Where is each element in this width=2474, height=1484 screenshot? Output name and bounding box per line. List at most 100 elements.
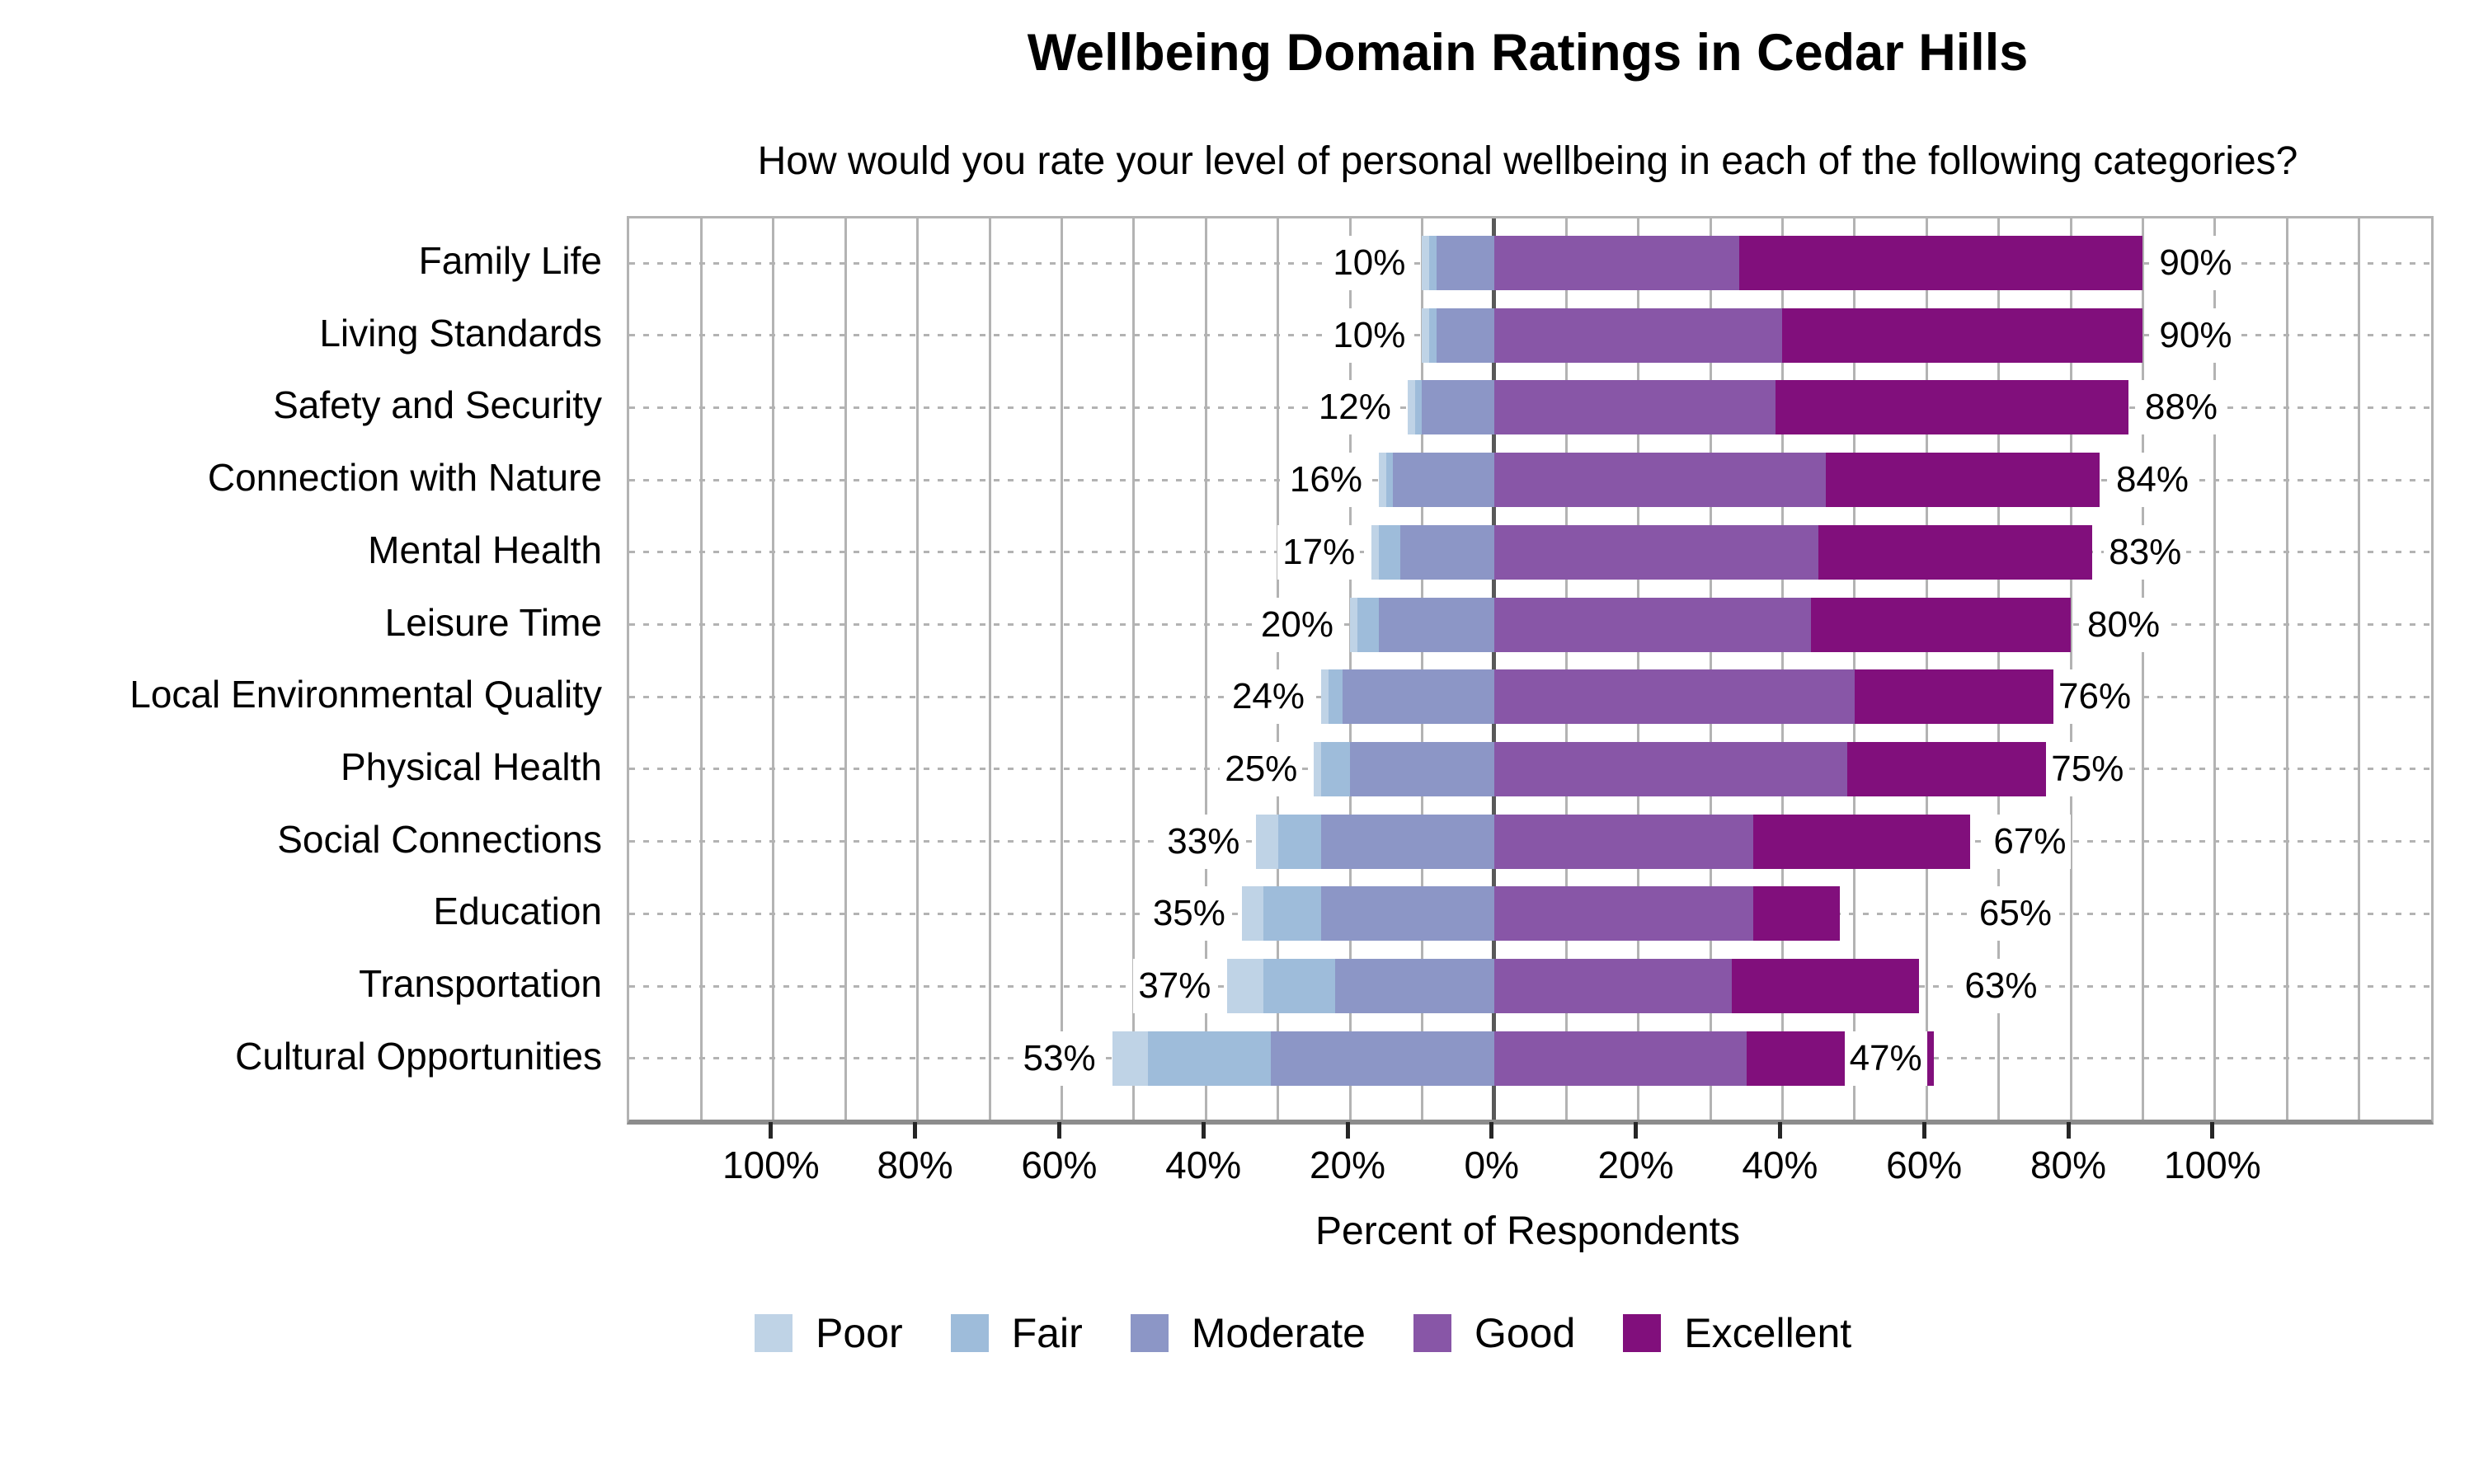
segment-excellent — [1854, 669, 2078, 725]
category-label-physical-health: Physical Health — [340, 744, 602, 788]
legend-item-excellent: Excellent — [1623, 1309, 1851, 1357]
bar-local-environmental-quality — [1321, 669, 2078, 725]
segment-poor — [1314, 741, 1322, 796]
segment-fair — [1414, 380, 1423, 435]
category-label-family-life: Family Life — [418, 239, 602, 282]
left-total-label: 35% — [1147, 886, 1230, 942]
segment-moderate — [1335, 959, 1494, 1013]
legend-item-moderate: Moderate — [1130, 1309, 1366, 1357]
x-tick-mark — [1056, 1122, 1061, 1139]
segment-fair — [1263, 886, 1322, 942]
x-tick-label: 0% — [1464, 1144, 1520, 1186]
legend-swatch-fair — [950, 1314, 989, 1352]
legend-swatch-poor — [755, 1314, 793, 1352]
segment-good — [1493, 597, 1812, 652]
segment-excellent — [1753, 814, 1970, 869]
segment-good — [1493, 886, 1754, 942]
category-label-safety-and-security: Safety and Security — [273, 383, 602, 427]
vertical-gridline — [1637, 218, 1640, 1120]
bar-family-life — [1422, 236, 2143, 290]
x-tick-label: 80% — [2030, 1144, 2107, 1186]
left-total-label: 53% — [1018, 1031, 1101, 1086]
vertical-gridline — [2285, 218, 2288, 1120]
segment-moderate — [1400, 524, 1494, 580]
bar-education — [1241, 886, 1841, 942]
left-total-label: 25% — [1220, 741, 1303, 796]
bar-social-connections — [1256, 814, 1970, 869]
segment-poor — [1378, 453, 1386, 508]
vertical-gridline — [2141, 218, 2144, 1120]
segment-fair — [1148, 1031, 1271, 1086]
vertical-gridline — [2358, 218, 2361, 1120]
segment-fair — [1277, 814, 1322, 869]
x-tick-mark — [913, 1122, 918, 1139]
legend-label-good: Good — [1474, 1310, 1576, 1356]
vertical-gridline — [1853, 218, 1856, 1120]
segment-poor — [1256, 814, 1278, 869]
x-tick-mark — [769, 1122, 774, 1139]
segment-moderate — [1270, 1031, 1494, 1086]
segment-moderate — [1321, 814, 1494, 869]
left-total-label: 10% — [1328, 308, 1411, 363]
vertical-gridline — [699, 218, 703, 1120]
right-total-label: 75% — [2046, 741, 2129, 796]
bar-mental-health — [1371, 524, 2093, 580]
category-label-connection-with-nature: Connection with Nature — [207, 456, 602, 500]
vertical-gridline — [2213, 218, 2217, 1120]
segment-poor — [1422, 236, 1430, 290]
right-total-label: 63% — [1959, 959, 2043, 1013]
zero-gridline — [1492, 218, 1497, 1120]
segment-poor — [1371, 524, 1379, 580]
vertical-gridline — [1564, 218, 1568, 1120]
segment-poor — [1407, 380, 1415, 435]
segment-moderate — [1422, 380, 1494, 435]
vertical-gridline — [916, 218, 920, 1120]
category-label-mental-health: Mental Health — [368, 528, 602, 571]
bar-physical-health — [1314, 741, 2057, 796]
right-total-label: 47% — [1844, 1031, 1927, 1086]
segment-good — [1493, 380, 1776, 435]
x-tick-label: 60% — [1886, 1144, 1963, 1186]
left-total-label: 37% — [1133, 959, 1216, 1013]
x-tick-mark — [2066, 1122, 2071, 1139]
category-label-living-standards: Living Standards — [319, 311, 602, 355]
right-total-label: 84% — [2110, 453, 2194, 508]
segment-fair — [1321, 741, 1350, 796]
segment-moderate — [1393, 453, 1494, 508]
vertical-gridline — [1420, 218, 1423, 1120]
segment-excellent — [1753, 886, 1841, 942]
segment-poor — [1321, 669, 1329, 725]
segment-moderate — [1436, 236, 1494, 290]
segment-excellent — [1825, 453, 2100, 508]
bar-safety-and-security — [1407, 380, 2128, 435]
bar-connection-with-nature — [1378, 453, 2100, 508]
x-tick-mark — [1777, 1122, 1782, 1139]
legend-item-good: Good — [1413, 1309, 1575, 1357]
segment-good — [1493, 959, 1733, 1013]
category-label-leisure-time: Leisure Time — [384, 600, 602, 644]
vertical-gridline — [1780, 218, 1784, 1120]
segment-excellent — [1782, 308, 2143, 363]
left-total-label: 16% — [1284, 453, 1367, 508]
vertical-gridline — [1709, 218, 1712, 1120]
category-label-transportation: Transportation — [359, 962, 602, 1005]
left-total-label: 10% — [1328, 236, 1411, 290]
vertical-gridline — [772, 218, 775, 1120]
x-tick-label: 60% — [1021, 1144, 1098, 1186]
bar-living-standards — [1422, 308, 2143, 363]
bar-cultural-opportunities — [1112, 1031, 1934, 1086]
segment-poor — [1422, 308, 1430, 363]
right-total-label: 90% — [2154, 308, 2237, 363]
segment-good — [1493, 741, 1848, 796]
legend-swatch-moderate — [1130, 1314, 1169, 1352]
x-tick-mark — [1489, 1122, 1494, 1139]
right-total-label: 67% — [1988, 814, 2072, 869]
right-total-label: 88% — [2139, 380, 2222, 435]
segment-good — [1493, 1031, 1747, 1086]
x-tick-mark — [1921, 1122, 1926, 1139]
segment-fair — [1385, 453, 1394, 508]
left-total-label: 20% — [1255, 597, 1338, 652]
legend-label-fair: Fair — [1011, 1310, 1083, 1356]
vertical-gridline — [2069, 218, 2072, 1120]
